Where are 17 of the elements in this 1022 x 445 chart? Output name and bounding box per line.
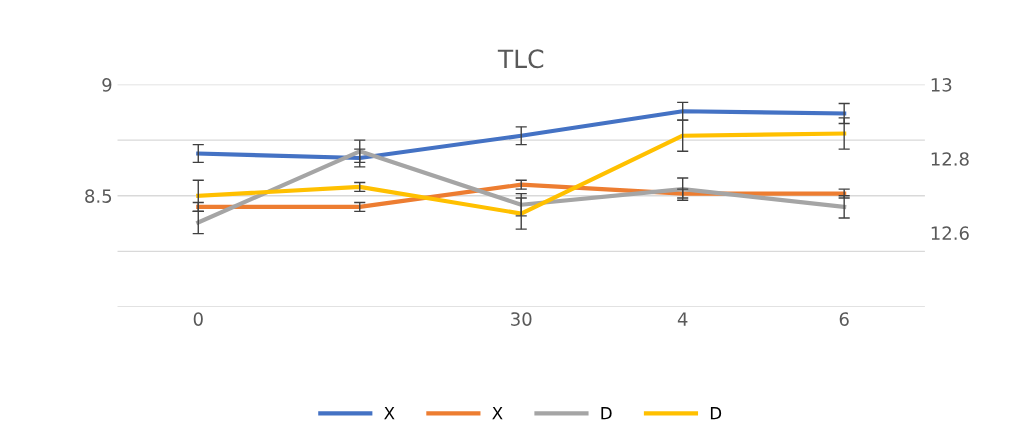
x-tick-label: 0 xyxy=(193,312,203,326)
y-tick-label: 8.5 xyxy=(85,189,112,203)
legend-label: X xyxy=(384,407,395,420)
x-tick-label: 6 xyxy=(839,312,849,326)
line-series xyxy=(196,131,847,216)
x-tick-label: 30 xyxy=(511,312,532,326)
x-tick-label: 4 xyxy=(677,312,688,326)
chart-title: TLC xyxy=(497,49,544,69)
legend-label: D xyxy=(601,407,612,420)
legend-label: D xyxy=(710,407,722,420)
line-series xyxy=(196,149,847,225)
y-tick-label: 9 xyxy=(102,78,112,92)
y2-tick-label: 12.6 xyxy=(931,226,969,240)
line-series xyxy=(196,109,847,161)
y2-tick-label: 12.8 xyxy=(931,152,969,166)
y2-tick-label: 13 xyxy=(931,78,952,92)
legend-label: X xyxy=(492,407,503,420)
